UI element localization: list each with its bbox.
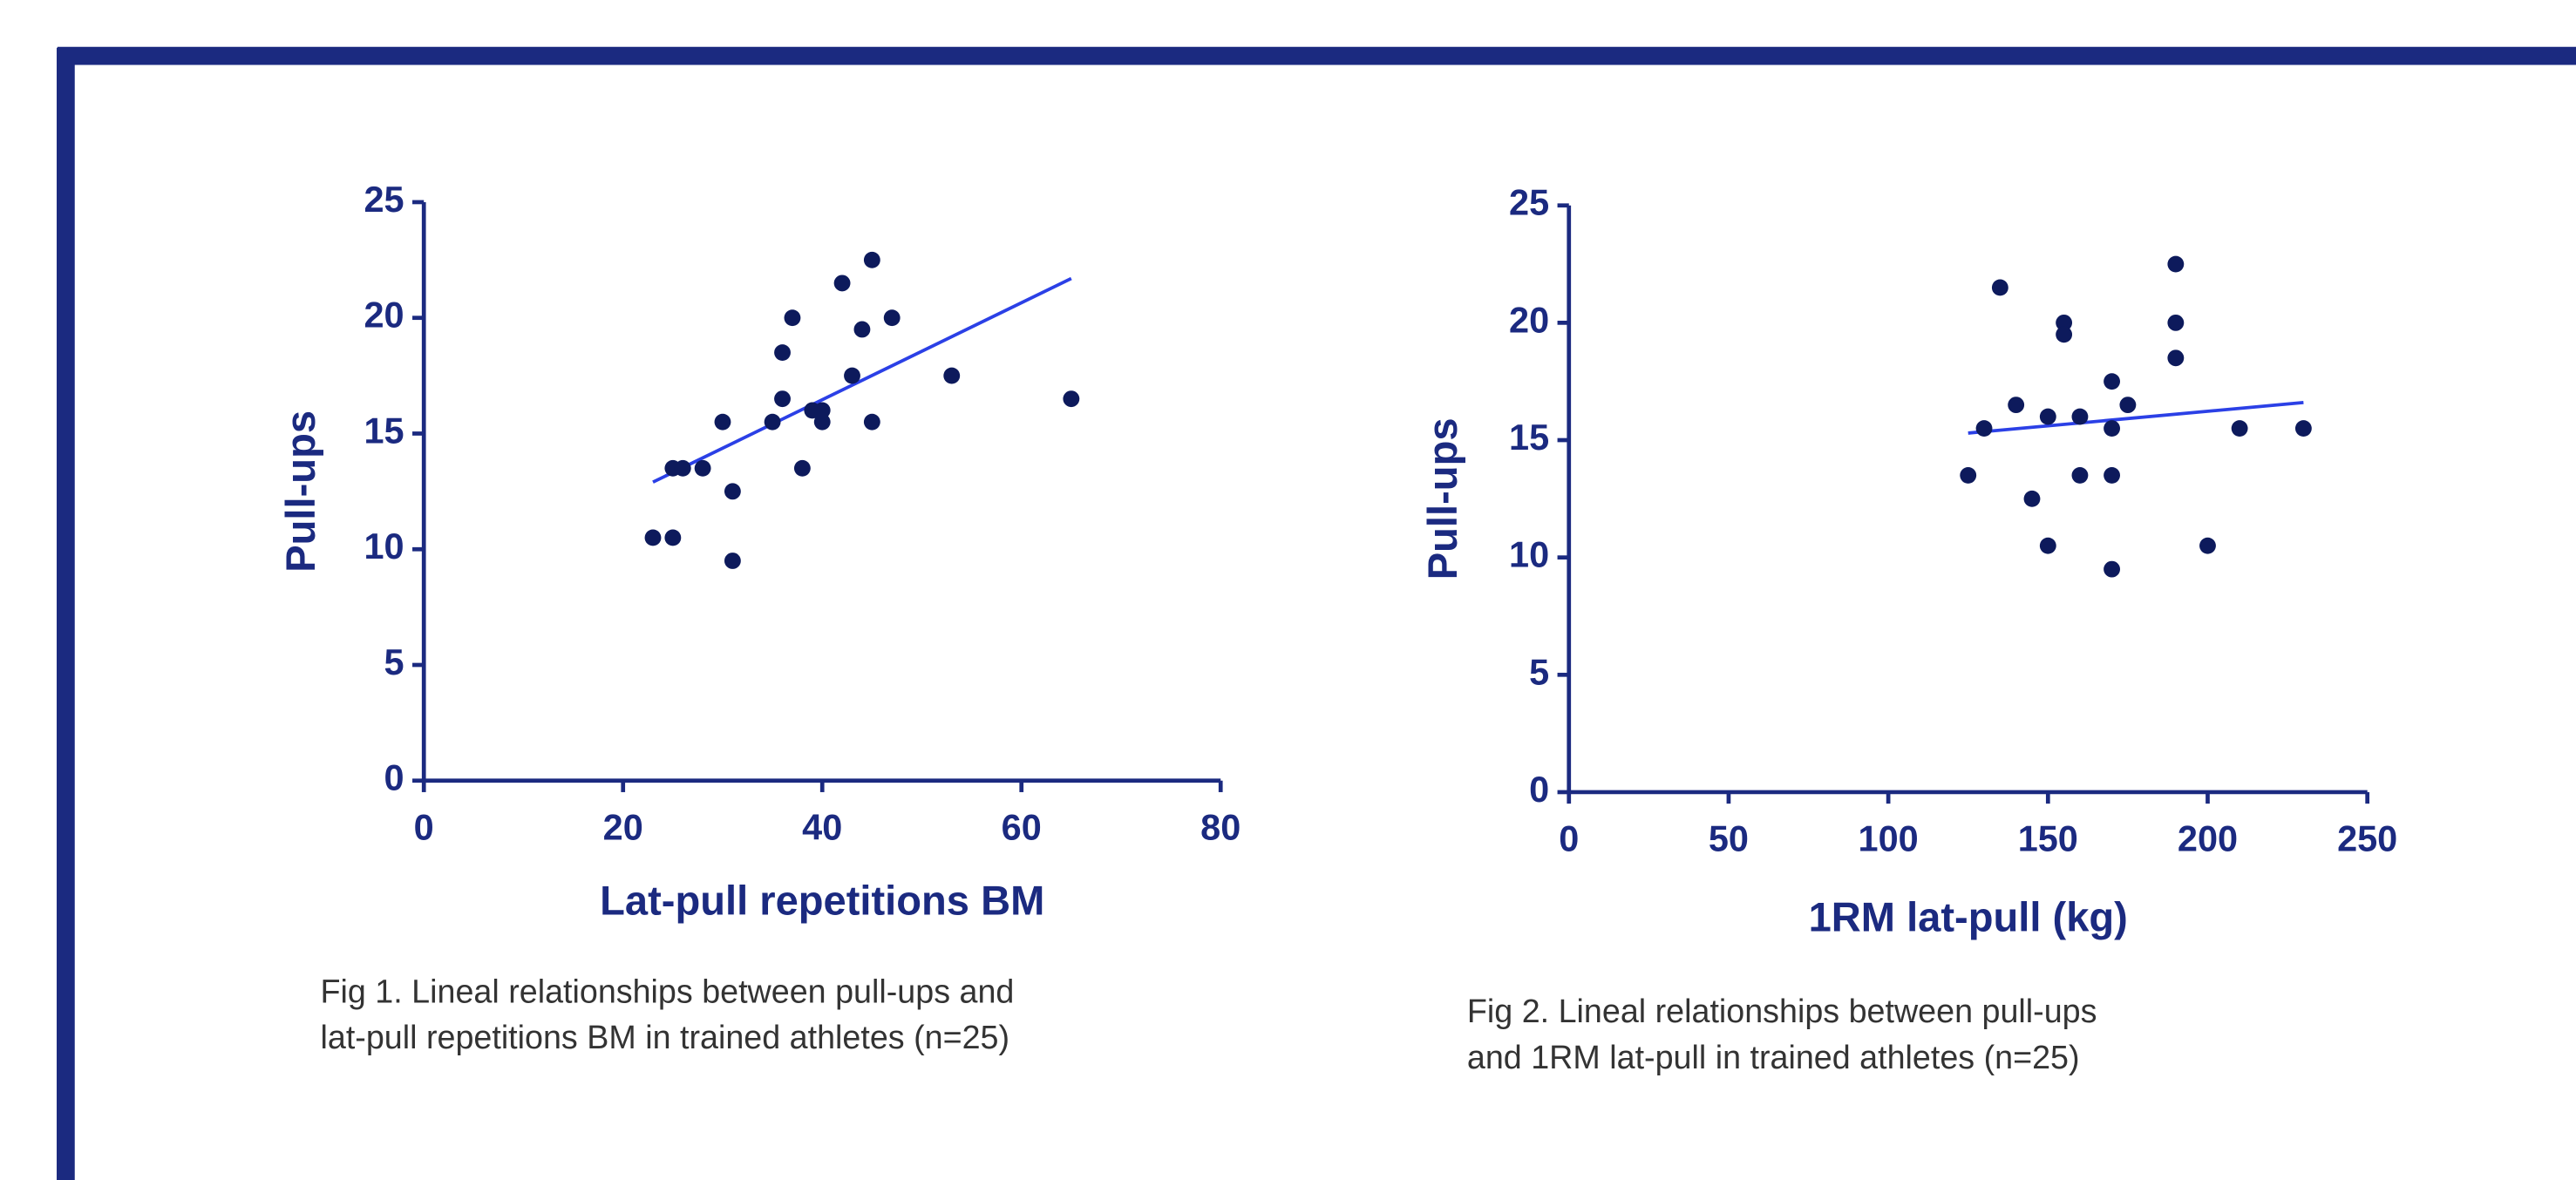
y-tick-label: 0 [1529, 769, 1549, 810]
x-tick-label: 0 [1559, 817, 1579, 858]
data-point [2071, 466, 2089, 484]
x-tick-label: 80 [1200, 806, 1240, 847]
data-point [833, 275, 851, 292]
data-point [724, 483, 741, 500]
y-tick-label: 5 [384, 641, 404, 682]
data-point [813, 413, 831, 431]
data-point [694, 459, 711, 477]
y-tick-label: 20 [364, 295, 404, 336]
x-tick-label: 200 [2178, 817, 2238, 858]
data-point [2104, 466, 2120, 484]
data-point [863, 413, 880, 431]
data-point [2008, 397, 2025, 414]
x-tick-label: 60 [1002, 806, 1042, 847]
y-axis-title: Pull-ups [277, 410, 323, 573]
data-point [2039, 537, 2056, 554]
x-tick-label: 0 [414, 806, 434, 847]
x-axis-title: 1RM lat-pull (kg) [1809, 893, 2128, 939]
data-point [943, 367, 961, 384]
x-tick-label: 250 [2337, 817, 2397, 858]
data-point [2071, 408, 2089, 425]
data-point [2023, 490, 2041, 507]
y-tick-label: 10 [364, 526, 404, 566]
y-tick-label: 15 [364, 410, 404, 451]
x-tick-label: 100 [1859, 817, 1919, 858]
x-tick-label: 50 [1709, 817, 1749, 858]
data-point [2167, 314, 2185, 331]
x-tick-label: 20 [603, 806, 643, 847]
data-point [853, 321, 871, 338]
data-point [714, 413, 731, 431]
data-point [2199, 537, 2216, 554]
y-tick-label: 20 [1509, 299, 1549, 340]
y-tick-label: 0 [384, 757, 404, 798]
data-point [1975, 420, 1993, 437]
regression-line [1968, 401, 2304, 435]
data-point [1960, 466, 1977, 484]
data-point [644, 529, 662, 546]
y-axis-title: Pull-ups [1419, 417, 1465, 580]
caption-line: Fig 1. Lineal relationships between pull… [320, 973, 1014, 1009]
data-point [883, 309, 901, 327]
data-point [2231, 420, 2248, 437]
y-tick-label: 15 [1509, 417, 1549, 458]
data-point [2056, 326, 2073, 343]
data-point [724, 553, 741, 569]
data-point [774, 390, 791, 408]
data-point [664, 529, 682, 546]
caption-line: lat-pull repetitions BM in trained athle… [320, 1019, 1009, 1055]
data-point [1991, 279, 2008, 296]
x-tick-label: 40 [802, 806, 842, 847]
regression-line [652, 276, 1072, 484]
data-point [844, 367, 860, 384]
x-axis-title: Lat-pull repetitions BM [600, 878, 1044, 924]
data-point [863, 251, 880, 268]
data-point [674, 459, 691, 477]
data-point [774, 344, 791, 361]
data-point [2039, 408, 2056, 425]
caption-line: Fig 2. Lineal relationships between pull… [1467, 993, 2097, 1029]
data-point [764, 413, 781, 431]
x-tick-label: 150 [2018, 817, 2078, 858]
caption-line: and 1RM lat-pull in trained athletes (n=… [1467, 1039, 2080, 1075]
y-tick-label: 25 [364, 179, 404, 220]
y-tick-label: 10 [1509, 534, 1549, 575]
y-tick-label: 25 [1509, 182, 1549, 223]
y-tick-label: 5 [1529, 651, 1549, 692]
data-point [2056, 314, 2073, 331]
data-point [2167, 349, 2185, 367]
data-point [793, 459, 811, 477]
data-point [2104, 560, 2120, 578]
data-point [784, 309, 801, 327]
data-point [2167, 255, 2185, 273]
data-point [1063, 390, 1080, 408]
data-point [2294, 420, 2312, 437]
data-point [2104, 420, 2120, 437]
data-point [813, 402, 831, 419]
data-point [2104, 373, 2120, 390]
data-point [2119, 397, 2137, 414]
